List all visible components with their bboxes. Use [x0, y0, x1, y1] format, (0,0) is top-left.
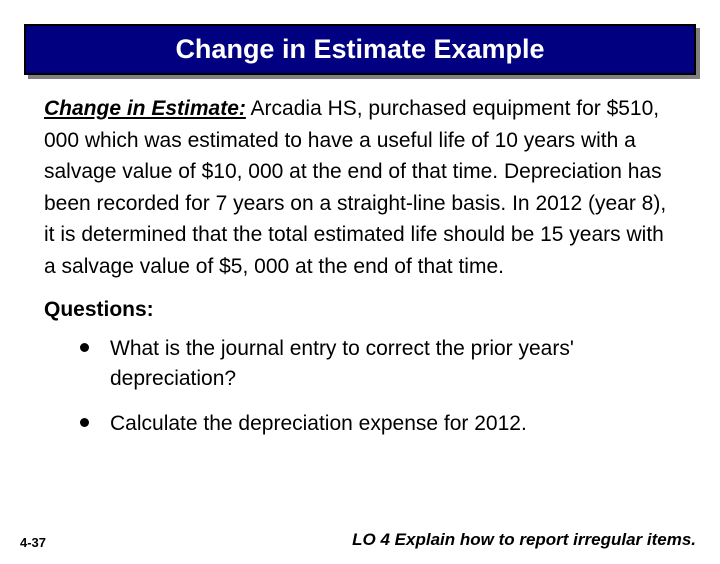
bullet-icon: [80, 343, 89, 352]
slide-footer: 4-37 LO 4 Explain how to report irregula…: [0, 530, 720, 550]
content-area: Change in Estimate: Arcadia HS, purchase…: [0, 75, 720, 439]
slide-title: Change in Estimate Example: [175, 34, 544, 64]
list-item: What is the journal entry to correct the…: [80, 334, 676, 395]
bullet-icon: [80, 418, 89, 427]
list-item: Calculate the depreciation expense for 2…: [80, 409, 676, 439]
title-bar: Change in Estimate Example: [24, 24, 696, 75]
lead-label: Change in Estimate:: [44, 97, 246, 120]
learning-objective: LO 4 Explain how to report irregular ite…: [352, 530, 696, 550]
list-item-text: Calculate the depreciation expense for 2…: [110, 412, 527, 435]
list-item-text: What is the journal entry to correct the…: [110, 337, 574, 390]
questions-list: What is the journal entry to correct the…: [44, 334, 676, 439]
body-text: Arcadia HS, purchased equipment for $510…: [44, 97, 666, 278]
main-paragraph: Change in Estimate: Arcadia HS, purchase…: [44, 93, 676, 282]
slide-number: 4-37: [20, 535, 46, 550]
questions-heading: Questions:: [44, 298, 676, 322]
